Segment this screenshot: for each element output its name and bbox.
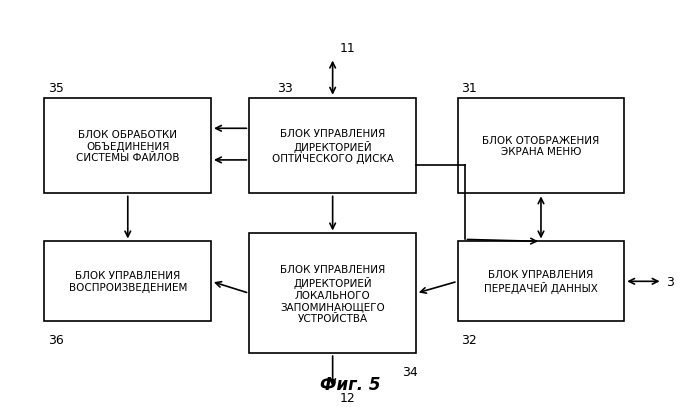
Text: 34: 34 [402,365,418,378]
Text: БЛОК ОТОБРАЖЕНИЯ
ЭКРАНА МЕНЮ: БЛОК ОТОБРАЖЕНИЯ ЭКРАНА МЕНЮ [482,135,600,157]
FancyBboxPatch shape [44,99,211,194]
Text: 3: 3 [666,275,674,288]
Text: Фиг. 5: Фиг. 5 [320,375,380,393]
Text: БЛОК ОБРАБОТКИ
ОБЪЕДИНЕНИЯ
СИСТЕМЫ ФАЙЛОВ: БЛОК ОБРАБОТКИ ОБЪЕДИНЕНИЯ СИСТЕМЫ ФАЙЛО… [76,130,179,163]
Text: 36: 36 [48,333,64,346]
FancyBboxPatch shape [249,234,416,353]
Text: 31: 31 [461,81,477,94]
FancyBboxPatch shape [458,242,624,321]
Text: 35: 35 [48,81,64,94]
Text: БЛОК УПРАВЛЕНИЯ
ДИРЕКТОРИЕЙ
ЛОКАЛЬНОГО
ЗАПОМИНАЮЩЕГО
УСТРОЙСТВА: БЛОК УПРАВЛЕНИЯ ДИРЕКТОРИЕЙ ЛОКАЛЬНОГО З… [280,264,385,323]
Text: 11: 11 [340,42,356,54]
FancyBboxPatch shape [458,99,624,194]
FancyBboxPatch shape [249,99,416,194]
Text: БЛОК УПРАВЛЕНИЯ
ВОСПРОИЗВЕДЕНИЕМ: БЛОК УПРАВЛЕНИЯ ВОСПРОИЗВЕДЕНИЕМ [69,271,187,292]
Text: БЛОК УПРАВЛЕНИЯ
ПЕРЕДАЧЕЙ ДАННЫХ: БЛОК УПРАВЛЕНИЯ ПЕРЕДАЧЕЙ ДАННЫХ [484,270,598,294]
Text: 33: 33 [277,81,293,94]
Text: 12: 12 [340,391,356,404]
Text: БЛОК УПРАВЛЕНИЯ
ДИРЕКТОРИЕЙ
ОПТИЧЕСКОГО ДИСКА: БЛОК УПРАВЛЕНИЯ ДИРЕКТОРИЕЙ ОПТИЧЕСКОГО … [272,128,393,164]
FancyBboxPatch shape [44,242,211,321]
Text: 32: 32 [461,333,477,346]
